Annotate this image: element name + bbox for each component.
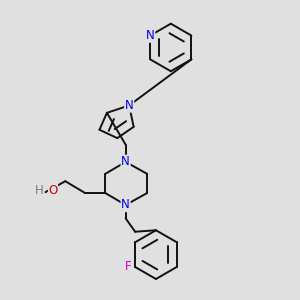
- Text: F: F: [125, 260, 132, 273]
- Text: H: H: [35, 184, 44, 197]
- Text: N: N: [125, 99, 134, 112]
- Text: N: N: [121, 155, 130, 168]
- Text: N: N: [146, 29, 154, 42]
- Text: O: O: [48, 184, 58, 197]
- Text: N: N: [121, 199, 130, 212]
